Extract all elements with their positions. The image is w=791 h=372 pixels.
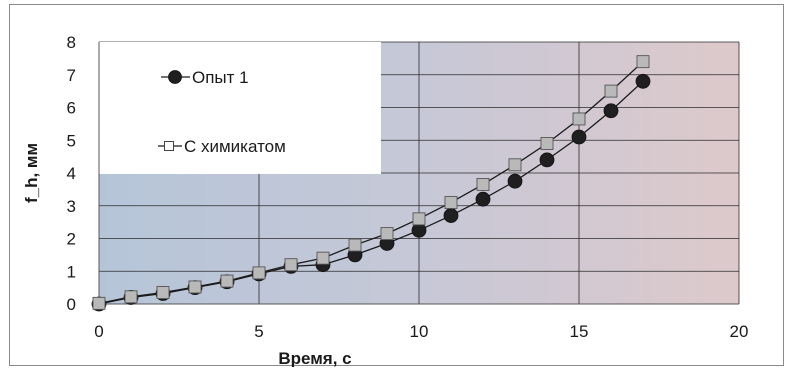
data-point-square	[92, 296, 106, 310]
data-point-circle	[571, 129, 587, 145]
data-point-circle	[635, 73, 651, 89]
data-point-square	[380, 227, 394, 241]
x-tick-labels: 0 5 10 15 20	[94, 322, 748, 341]
data-point-square	[124, 290, 138, 304]
x-tick-label: 0	[94, 322, 103, 341]
y-tick-label: 3	[67, 197, 76, 216]
x-tick-label: 10	[410, 322, 429, 341]
data-point-square	[188, 280, 202, 294]
legend: Опыт 1 С химикатом	[158, 68, 286, 156]
legend-box	[99, 42, 381, 174]
legend-marker-circle	[168, 70, 182, 84]
data-point-square	[540, 137, 554, 150]
data-point-square	[636, 55, 650, 69]
x-tick-label: 20	[730, 322, 749, 341]
data-point-square	[508, 158, 522, 172]
series-2	[92, 55, 650, 310]
data-point-square	[476, 178, 490, 191]
y-tick-label: 8	[67, 33, 76, 52]
legend-label-2: С химикатом	[184, 137, 286, 156]
y-axis-title: f_h, мм	[22, 143, 41, 203]
data-point-square	[572, 112, 586, 126]
x-tick-label: 15	[570, 322, 589, 341]
axes	[98, 42, 739, 305]
y-tick-label: 6	[67, 99, 76, 118]
y-tick-label: 5	[67, 131, 76, 150]
chart-frame: 0 5 10 15 20 0 1 2 3 4 5 6 7 8 Время, с f_h, мм Опыт…	[9, 4, 784, 367]
x-tick-label: 5	[254, 322, 263, 341]
data-point-circle	[603, 103, 619, 119]
legend-entry-2: С химикатом	[158, 137, 286, 156]
legend-label-1: Опыт 1	[192, 68, 249, 87]
data-point-square	[604, 84, 618, 98]
data-point-square	[444, 196, 458, 209]
series-layer	[91, 55, 651, 312]
y-tick-label: 2	[67, 230, 76, 249]
data-point-circle	[411, 222, 427, 238]
data-point-circle	[443, 208, 459, 223]
y-tick-label: 0	[67, 295, 76, 314]
data-point-circle	[539, 152, 555, 168]
data-point-square	[316, 251, 330, 265]
y-tick-labels: 0 1 2 3 4 5 6 7 8	[67, 33, 76, 314]
data-point-square	[252, 266, 266, 280]
data-point-square	[412, 212, 426, 226]
data-point-square	[284, 258, 298, 272]
y-tick-label: 7	[67, 66, 76, 85]
data-point-square	[220, 274, 234, 288]
legend-entry-1: Опыт 1	[161, 68, 249, 87]
y-tick-label: 4	[67, 164, 76, 183]
data-point-square	[156, 286, 170, 299]
data-point-circle	[507, 173, 523, 189]
data-point-square	[348, 238, 362, 252]
x-axis-title: Время, с	[278, 349, 351, 367]
data-point-circle	[475, 191, 491, 207]
y-tick-label: 1	[67, 262, 76, 281]
legend-marker-square	[164, 141, 174, 151]
chart: 0 5 10 15 20 0 1 2 3 4 5 6 7 8 Время, с f_h, мм Опыт…	[22, 33, 748, 367]
